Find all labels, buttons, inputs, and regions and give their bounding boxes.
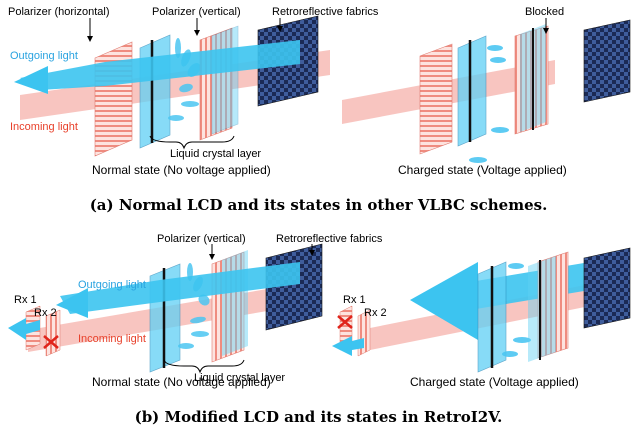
b-charged-lc-glass-back <box>528 256 556 362</box>
b-charged-scene <box>332 247 631 373</box>
b-normal-rx2-block-mark <box>43 335 59 349</box>
state-a-normal: Normal state (No voltage applied) <box>92 163 271 177</box>
caption-a: (a) Normal LCD and its states in other V… <box>89 196 548 214</box>
b-normal-scene <box>8 243 323 374</box>
b-normal-outgoing-arrowhead <box>56 288 88 318</box>
a-normal-lc-glass-front <box>139 34 171 149</box>
a-normal-outgoing-arrowhead <box>14 66 48 94</box>
a-charged-retroreflective-fabric <box>583 19 631 103</box>
a-charged-polarizer-vertical <box>514 25 549 135</box>
state-b-normal: Normal state (No voltage applied) <box>92 375 271 389</box>
a-charged-polarizer-horizontal <box>419 43 453 155</box>
label-b-retroreflective-fabrics: Retroreflective fabrics <box>276 233 383 245</box>
b-charged-retroreflective-fabric <box>583 247 631 329</box>
a-charged-liquid-crystal-molecules <box>469 45 509 163</box>
label-incoming-light: Incoming light <box>10 121 78 133</box>
label-polarizer-vertical: Polarizer (vertical) <box>152 6 241 18</box>
label-b-polarizer-vertical: Polarizer (vertical) <box>157 233 246 245</box>
a-charged-scene <box>342 18 631 163</box>
a-normal-lc-glass-back <box>211 25 239 135</box>
b-normal-outgoing-beam <box>60 262 300 314</box>
caption-b: (b) Modified LCD and its states in Retro… <box>134 408 503 426</box>
label-b-rx1: Rx 1 <box>14 294 37 306</box>
label-b-incoming-light: Incoming light <box>78 333 146 345</box>
b-normal-lc-glass-back <box>222 250 248 356</box>
a-normal-polarizer-horizontal <box>94 41 133 157</box>
b-charged-polarizer-vertical <box>537 251 569 359</box>
label-b-charged-rx2: Rx 2 <box>364 307 387 319</box>
state-a-charged: Charged state (Voltage applied) <box>398 163 567 177</box>
label-liquid-crystal-layer: Liquid crystal layer <box>170 148 262 160</box>
label-blocked: Blocked <box>525 6 565 18</box>
b-charged-liquid-crystal-molecules <box>502 263 531 357</box>
label-b-rx2: Rx 2 <box>34 307 57 319</box>
b-normal-rx-arrow <box>8 318 40 340</box>
label-b-charged-rx1: Rx 1 <box>343 294 366 306</box>
label-retroreflective-fabrics: Retroreflective fabrics <box>272 6 379 18</box>
label-polarizer-horizontal: Polarizer (horizontal) <box>8 6 110 18</box>
a-normal-scene <box>14 15 330 157</box>
b-charged-outgoing-arrowhead <box>410 262 478 340</box>
a-normal-outgoing-beam <box>20 40 300 90</box>
b-charged-rx-arrow <box>332 336 364 356</box>
a-charged-lc-glass-front <box>457 35 487 147</box>
state-b-charged: Charged state (Voltage applied) <box>410 375 579 389</box>
b-normal-lc-brace <box>163 359 245 374</box>
a-normal-lc-brace <box>149 135 235 150</box>
label-b-liquid-crystal-layer: Liquid crystal layer <box>194 372 286 384</box>
b-charged-rx1-block-mark <box>337 315 353 329</box>
label-outgoing-light: Outgoing light <box>10 50 78 62</box>
label-b-outgoing-light: Outgoing light <box>78 279 146 291</box>
